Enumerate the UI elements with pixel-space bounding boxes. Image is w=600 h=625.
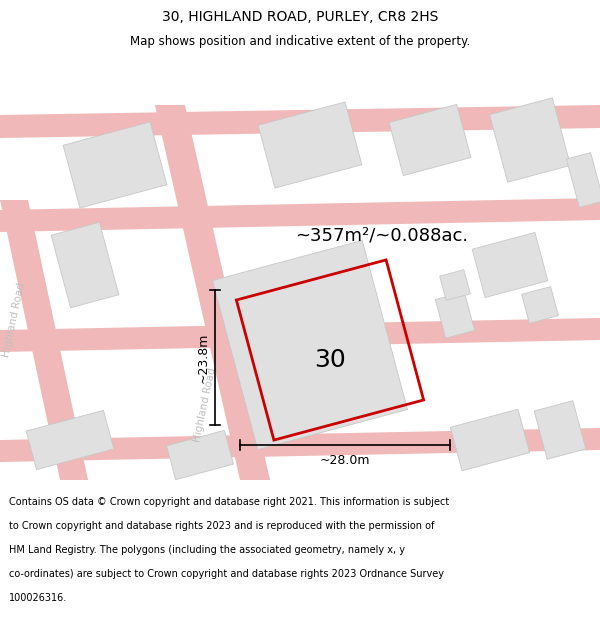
Polygon shape — [51, 222, 119, 308]
Polygon shape — [472, 232, 548, 298]
Polygon shape — [440, 270, 470, 300]
Polygon shape — [389, 104, 471, 176]
Polygon shape — [436, 292, 475, 338]
Polygon shape — [0, 200, 88, 480]
Polygon shape — [534, 401, 586, 459]
Text: Highland Road: Highland Road — [192, 367, 218, 443]
Text: co-ordinates) are subject to Crown copyright and database rights 2023 Ordnance S: co-ordinates) are subject to Crown copyr… — [9, 569, 444, 579]
Polygon shape — [521, 287, 559, 323]
Text: 100026316.: 100026316. — [9, 593, 67, 603]
Polygon shape — [166, 431, 233, 479]
Text: Contains OS data © Crown copyright and database right 2021. This information is : Contains OS data © Crown copyright and d… — [9, 498, 449, 508]
Polygon shape — [63, 122, 167, 208]
Polygon shape — [0, 198, 600, 232]
Text: to Crown copyright and database rights 2023 and is reproduced with the permissio: to Crown copyright and database rights 2… — [9, 521, 434, 531]
Polygon shape — [566, 152, 600, 208]
Text: Highland Road: Highland Road — [1, 282, 27, 358]
Text: HM Land Registry. The polygons (including the associated geometry, namely x, y: HM Land Registry. The polygons (includin… — [9, 545, 405, 555]
Polygon shape — [26, 411, 114, 469]
Text: ~28.0m: ~28.0m — [320, 454, 370, 466]
Polygon shape — [451, 409, 530, 471]
Polygon shape — [0, 318, 600, 352]
Text: 30: 30 — [314, 348, 346, 372]
Text: 30, HIGHLAND ROAD, PURLEY, CR8 2HS: 30, HIGHLAND ROAD, PURLEY, CR8 2HS — [162, 10, 438, 24]
Text: ~23.8m: ~23.8m — [197, 332, 210, 382]
Polygon shape — [490, 98, 571, 182]
Polygon shape — [258, 102, 362, 188]
Text: Map shows position and indicative extent of the property.: Map shows position and indicative extent… — [130, 35, 470, 48]
Polygon shape — [212, 241, 407, 449]
Text: ~357m²/~0.088ac.: ~357m²/~0.088ac. — [295, 226, 468, 244]
Polygon shape — [0, 105, 600, 138]
Polygon shape — [155, 105, 270, 480]
Polygon shape — [0, 428, 600, 462]
